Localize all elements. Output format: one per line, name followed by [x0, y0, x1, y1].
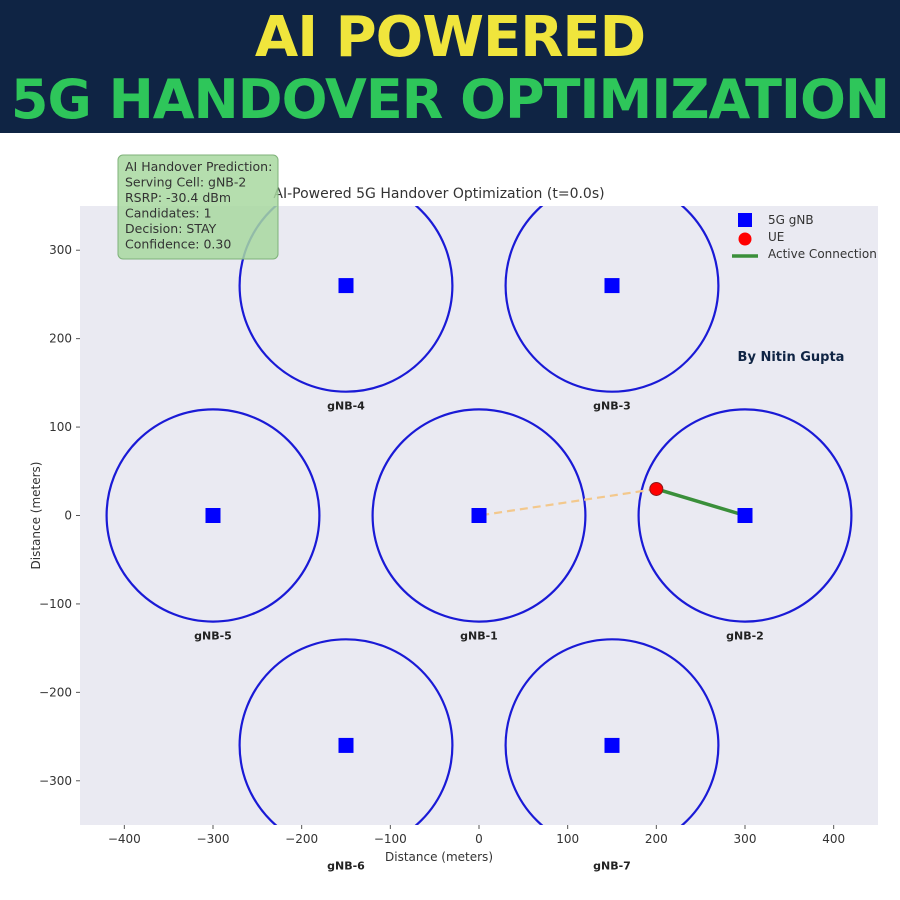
- x-tick-label: −400: [108, 832, 141, 846]
- coverage-circle-gNB-6: [238, 638, 454, 825]
- coverage-circle-gNB-2: [637, 408, 853, 623]
- legend-label: 5G gNB: [768, 213, 814, 227]
- gnb-marker-gNB-6: [338, 737, 354, 753]
- figure-frame: gNB-1 gNB-2 gNB-3 gNB-4 gNB-5 gNB-6 gNB-7 −400…: [0, 133, 900, 900]
- legend-gnb-icon: [738, 213, 752, 227]
- gnb-marker-gNB-5: [205, 508, 221, 523]
- y-tick-label: 100: [49, 420, 72, 434]
- gnb-marker-gNB-4: [338, 278, 354, 294]
- tick-layer: −400 −300 −200 −100 0 100 200 300 400 −300 −200 −10…: [39, 243, 845, 846]
- x-tick-label: −100: [374, 832, 407, 846]
- coverage-layer: [105, 206, 853, 825]
- gnb-label-gNB-3: gNB-3: [593, 400, 631, 413]
- gnb-marker-gNB-1: [471, 508, 487, 523]
- legend: 5G gNB UE Active Connection: [732, 213, 877, 261]
- coverage-circle-gNB-3: [504, 206, 720, 393]
- header-banner: AI POWERED 5G HANDOVER OPTIMIZATION: [0, 0, 900, 133]
- x-tick-label: 300: [734, 832, 757, 846]
- gnb-label-gNB-4: gNB-4: [327, 400, 365, 413]
- coverage-circle-gNB-4: [238, 206, 454, 393]
- y-axis-label: Distance (meters): [29, 462, 43, 570]
- active-connection-line: [655, 487, 746, 518]
- y-tick-label: 0: [64, 509, 72, 523]
- y-tick-label: 200: [49, 332, 72, 346]
- gnb-marker-gNB-7: [604, 737, 620, 753]
- gnb-label-gNB-6: gNB-6: [327, 860, 365, 873]
- ue-marker: [649, 481, 664, 496]
- candidate-connection-line: [478, 487, 657, 517]
- y-tick-label: 300: [49, 243, 72, 257]
- x-tick-label: 400: [822, 832, 845, 846]
- x-tick-label: −300: [197, 832, 230, 846]
- ai-prediction-box: AI Handover Prediction:Serving Cell: gNB…: [117, 154, 279, 260]
- banner-title-line1: AI POWERED: [254, 5, 646, 70]
- connection-layer: [478, 487, 746, 518]
- y-tick-label: −300: [39, 774, 72, 788]
- gnb-marker-gNB-2: [737, 508, 753, 523]
- coverage-circle-gNB-5: [105, 408, 321, 623]
- info-line: Decision: STAY: [125, 221, 217, 236]
- info-box-background: [117, 154, 279, 260]
- info-line: Candidates: 1: [125, 206, 212, 221]
- legend-label: Active Connection: [768, 247, 877, 261]
- x-tick-label: 200: [645, 832, 668, 846]
- x-tick-label: 0: [475, 832, 483, 846]
- chart-title: AI-Powered 5G Handover Optimization (t=0…: [273, 186, 604, 202]
- y-tick-label: −100: [39, 597, 72, 611]
- x-tick-label: −200: [285, 832, 318, 846]
- legend-ue-icon: [738, 232, 752, 246]
- info-line: RSRP: -30.4 dBm: [125, 190, 231, 205]
- gnb-label-gNB-2: gNB-2: [726, 630, 764, 643]
- info-line: Confidence: 0.30: [125, 237, 231, 252]
- info-line: Serving Cell: gNB-2: [125, 175, 246, 190]
- coverage-circle-gNB-7: [504, 638, 720, 825]
- gnb-label-gNB-1: gNB-1: [460, 630, 498, 643]
- banner-title-line2: 5G HANDOVER OPTIMIZATION: [10, 68, 890, 131]
- y-tick-label: −200: [39, 685, 72, 699]
- x-axis-label: Distance (meters): [385, 850, 493, 864]
- author-credit: By Nitin Gupta: [738, 350, 845, 365]
- ue-layer: [649, 481, 664, 496]
- gnb-layer: [205, 278, 753, 753]
- gnb-label-gNB-5: gNB-5: [194, 630, 232, 643]
- legend-label: UE: [768, 230, 784, 244]
- x-tick-label: 100: [556, 832, 579, 846]
- handover-chart: gNB-1 gNB-2 gNB-3 gNB-4 gNB-5 gNB-6 gNB-7 −400…: [29, 154, 878, 873]
- gnb-marker-gNB-3: [604, 278, 620, 294]
- info-line: AI Handover Prediction:: [125, 159, 272, 174]
- coverage-circle-gNB-1: [371, 408, 587, 623]
- gnb-label-layer: gNB-1 gNB-2 gNB-3 gNB-4 gNB-5 gNB-6 gNB-7: [194, 400, 764, 873]
- gnb-label-gNB-7: gNB-7: [593, 860, 631, 873]
